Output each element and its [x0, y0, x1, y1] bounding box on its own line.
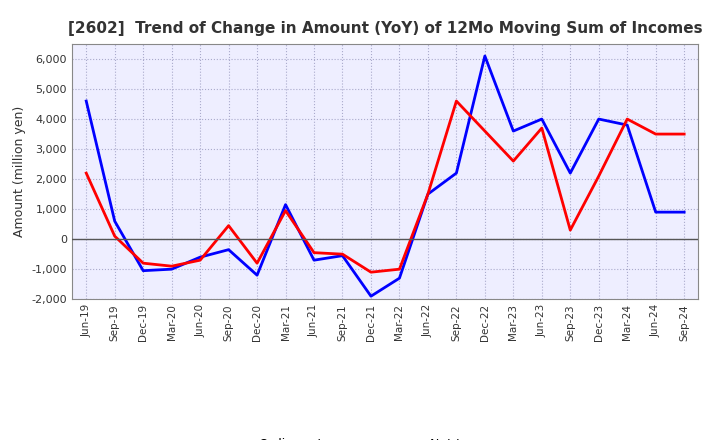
- Ordinary Income: [509, 128, 518, 134]
- Ordinary Income: [452, 170, 461, 176]
- Net Income: [310, 250, 318, 255]
- Ordinary Income: [110, 219, 119, 224]
- Net Income: [680, 132, 688, 137]
- Net Income: [253, 260, 261, 266]
- Net Income: [537, 125, 546, 131]
- Ordinary Income: [566, 170, 575, 176]
- Line: Net Income: Net Income: [86, 101, 684, 272]
- Net Income: [338, 252, 347, 257]
- Ordinary Income: [167, 267, 176, 272]
- Ordinary Income: [366, 293, 375, 299]
- Ordinary Income: [196, 254, 204, 260]
- Ordinary Income: [253, 272, 261, 278]
- Net Income: [139, 260, 148, 266]
- Net Income: [110, 234, 119, 239]
- Ordinary Income: [395, 275, 404, 281]
- Ordinary Income: [338, 253, 347, 258]
- Net Income: [366, 270, 375, 275]
- Y-axis label: Amount (million yen): Amount (million yen): [13, 106, 26, 237]
- Net Income: [623, 117, 631, 122]
- Net Income: [395, 267, 404, 272]
- Ordinary Income: [225, 247, 233, 252]
- Ordinary Income: [680, 209, 688, 215]
- Ordinary Income: [310, 257, 318, 263]
- Ordinary Income: [623, 122, 631, 128]
- Ordinary Income: [82, 99, 91, 104]
- Net Income: [225, 223, 233, 228]
- Net Income: [282, 208, 290, 213]
- Ordinary Income: [595, 117, 603, 122]
- Ordinary Income: [652, 209, 660, 215]
- Net Income: [167, 264, 176, 269]
- Net Income: [652, 132, 660, 137]
- Line: Ordinary Income: Ordinary Income: [86, 56, 684, 296]
- Net Income: [423, 191, 432, 197]
- Ordinary Income: [537, 117, 546, 122]
- Net Income: [196, 257, 204, 263]
- Net Income: [566, 227, 575, 233]
- Ordinary Income: [139, 268, 148, 273]
- Legend: Ordinary Income, Net Income: Ordinary Income, Net Income: [213, 433, 507, 440]
- Net Income: [480, 128, 489, 134]
- Net Income: [452, 99, 461, 104]
- Net Income: [509, 158, 518, 164]
- Ordinary Income: [480, 53, 489, 59]
- Title: [2602]  Trend of Change in Amount (YoY) of 12Mo Moving Sum of Incomes: [2602] Trend of Change in Amount (YoY) o…: [68, 21, 703, 36]
- Ordinary Income: [423, 191, 432, 197]
- Ordinary Income: [282, 202, 290, 207]
- Net Income: [82, 170, 91, 176]
- Net Income: [595, 173, 603, 179]
